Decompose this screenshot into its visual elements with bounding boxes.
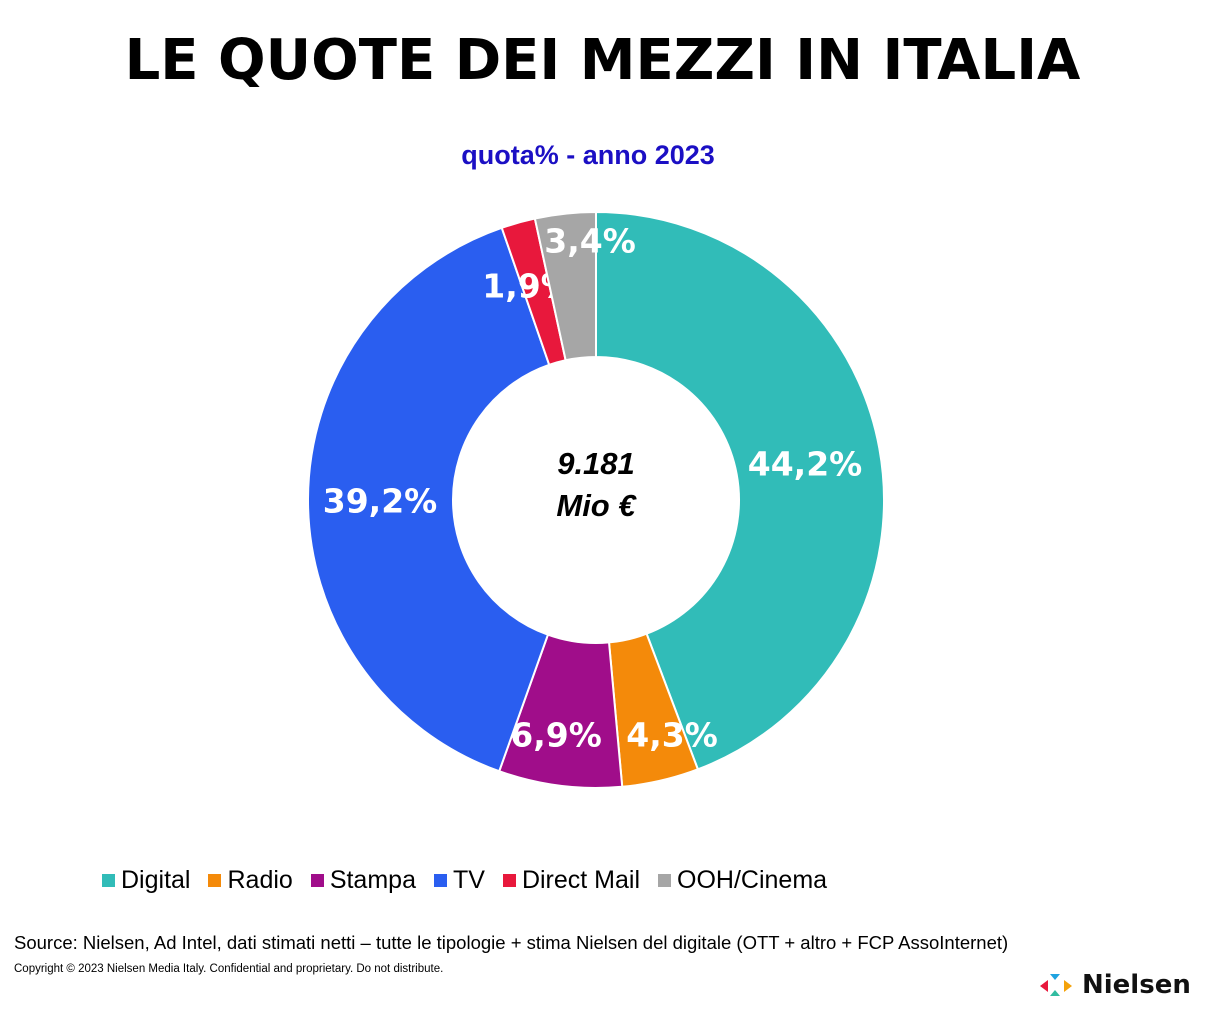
nielsen-logo-icon [1040,974,1072,996]
legend-item-digital: Digital [102,866,190,895]
legend-item-stampa: Stampa [310,866,416,895]
data-label-radio: 4,3% [626,716,718,755]
legend-swatch [433,874,447,887]
slice-digital [595,210,885,771]
data-label-tv: 39,2% [323,482,438,521]
legend-swatch [102,874,115,887]
nielsen-logo: Nielsen [1038,970,1191,1000]
page-title: LE QUOTE DEI MEZZI IN ITALIA [124,28,1081,93]
legend-label: Digital [121,866,191,894]
legend-label: OOH/Cinema [677,866,828,894]
legend-label: Direct Mail [521,866,641,894]
slice-tv [307,226,551,773]
legend-label: Radio [227,866,293,894]
center-label-line-1: 9.181 [557,446,635,481]
slice-ooh-cinema [533,210,597,362]
legend-item-tv: TV [433,866,485,895]
chart-subtitle: quota% - anno 2023 [461,140,715,170]
source-note: Source: Nielsen, Ad Intel, dati stimati … [14,932,1009,953]
legend-item-radio: Radio [208,866,293,895]
legend-item-direct-mail: Direct Mail [502,866,641,895]
center-label-line-2: Mio € [556,488,637,523]
copyright-note: Copyright © 2023 Nielsen Media Italy. Co… [14,963,444,975]
nielsen-logo-text: Nielsen [1082,970,1191,1000]
legend-swatch [310,874,324,887]
legend-swatch [502,874,516,887]
legend-item-ooh-cinema: OOH/Cinema [658,866,827,895]
data-label-ooh-cinema: 3,4% [544,222,636,261]
legend-label: Stampa [329,866,416,894]
legend-swatch [658,874,672,887]
data-label-stampa: 6,9% [510,716,602,755]
chart-legend: Digital Radio Stampa TV Direct Mail OOH/Cinem… [102,866,845,895]
data-label-digital: 44,2% [748,445,863,484]
legend-swatch [208,874,222,887]
legend-label: TV [452,866,485,894]
